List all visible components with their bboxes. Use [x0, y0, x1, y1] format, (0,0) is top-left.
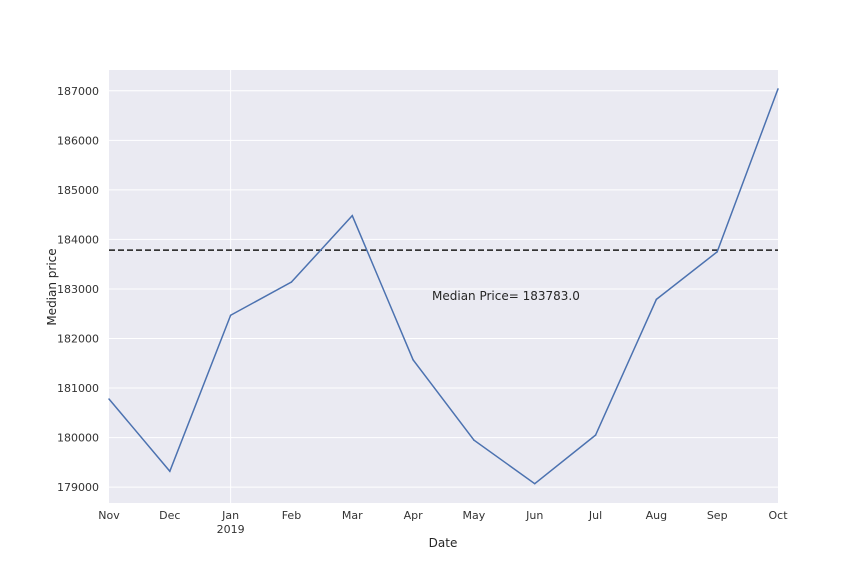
y-tick-label: 181000 [57, 382, 99, 395]
median-annotation: Median Price= 183783.0 [432, 289, 580, 303]
data-point [108, 398, 110, 400]
x-tick-label: Oct [768, 509, 788, 522]
data-point [229, 314, 232, 316]
x-tick-label: May [463, 509, 486, 522]
y-tick-label: 182000 [57, 333, 99, 346]
data-point [351, 214, 354, 217]
x-axis-label: Date [429, 536, 458, 550]
x-tick-label: Mar [342, 509, 363, 522]
y-tick-label: 183000 [57, 283, 99, 296]
data-point [655, 298, 658, 301]
series-line [108, 88, 779, 485]
x-tick-label: Feb [282, 509, 301, 522]
series-points [108, 88, 779, 485]
x-tick-label: Sep [707, 509, 728, 522]
data-point [594, 434, 597, 436]
x-tick-label: Jul [588, 509, 602, 522]
y-tick-label: 185000 [57, 184, 99, 197]
y-tick-label: 184000 [57, 233, 99, 246]
x-tick-label: Jan [221, 509, 239, 522]
y-tick-label: 186000 [57, 134, 99, 147]
y-tick-labels: 179000 180000 181000 182000 183000 184000 1850… [57, 85, 99, 494]
y-tick-label: 187000 [57, 85, 99, 98]
x-tick-sublabel: 2019 [217, 523, 245, 536]
data-point [169, 470, 171, 473]
x-tick-label: Apr [404, 509, 424, 522]
data-point [412, 359, 414, 361]
y-tick-label: 179000 [57, 481, 99, 494]
x-tick-label: Aug [646, 509, 667, 522]
plot-area [109, 70, 778, 503]
x-tick-label: Jun [525, 509, 543, 522]
y-tick-label: 180000 [57, 432, 99, 445]
horizontal-gridlines [109, 90, 778, 488]
data-point [777, 88, 779, 90]
y-axis-label: Median price [45, 248, 59, 325]
x-tick-label: Nov [98, 509, 120, 522]
data-point [533, 482, 536, 485]
data-point [716, 251, 718, 253]
data-point [473, 439, 475, 441]
data-point [290, 281, 293, 283]
x-tick-label: Dec [159, 509, 180, 522]
